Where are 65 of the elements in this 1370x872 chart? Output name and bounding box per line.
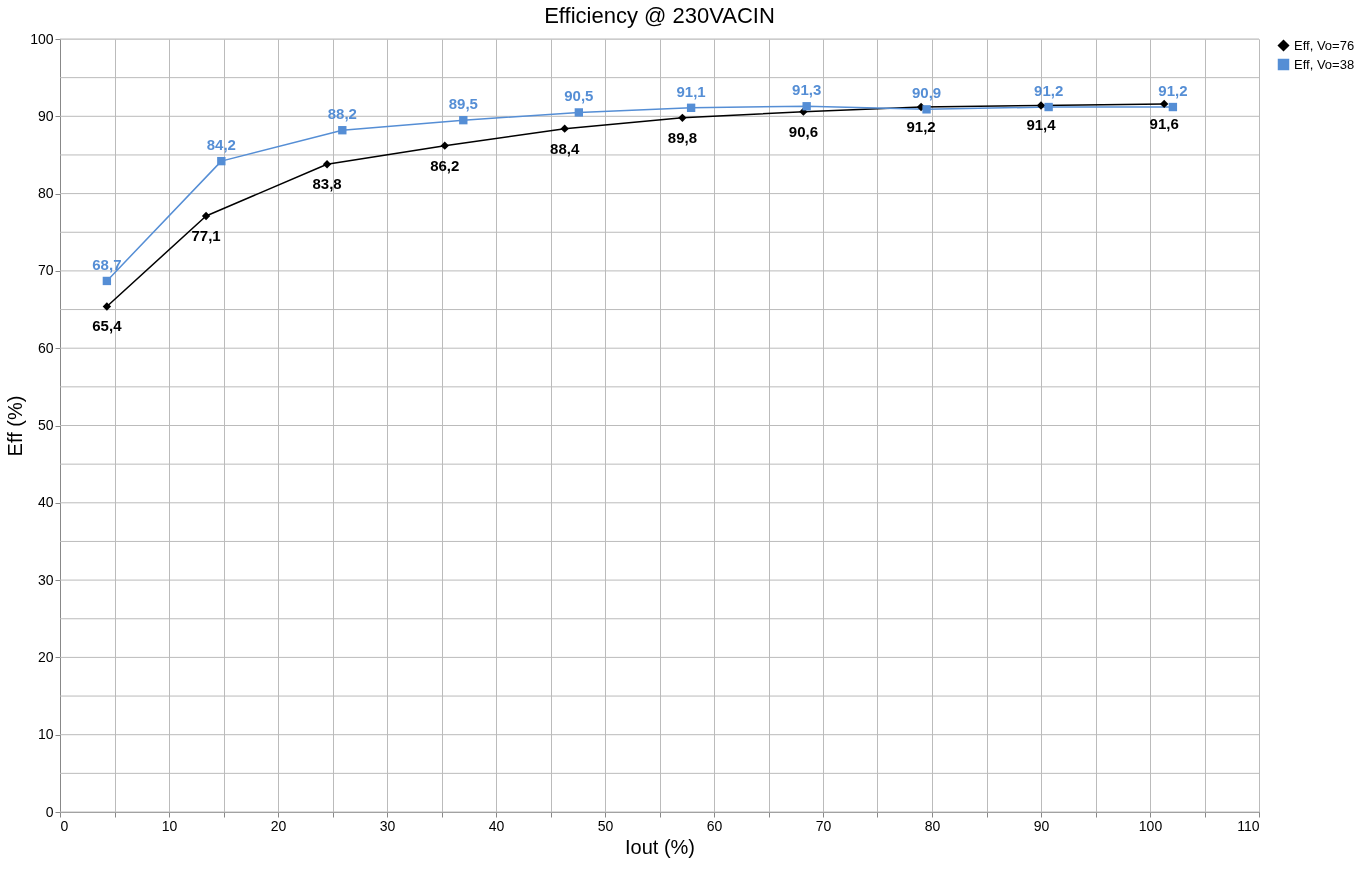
data-label: 91,4 <box>1026 116 1057 134</box>
point <box>802 102 811 111</box>
x-tick-label: 20 <box>270 817 287 834</box>
x-tick-label: 50 <box>597 817 614 834</box>
data-label: 90,9 <box>911 84 942 102</box>
data-label: 91,2 <box>906 118 936 136</box>
point <box>560 124 569 133</box>
point <box>201 211 211 221</box>
x-tick-label: 60 <box>706 817 723 834</box>
y-tick-label: 80 <box>37 185 54 202</box>
data-label: 90,5 <box>564 87 594 105</box>
y-tick-label: 0 <box>45 803 54 820</box>
data-label: 77,1 <box>191 227 221 245</box>
point <box>102 276 112 286</box>
data-label: 90,6 <box>788 122 818 140</box>
x-tick-label: 100 <box>1138 817 1163 834</box>
data-label: 91,6 <box>1149 114 1179 132</box>
point <box>322 160 332 169</box>
x-tick-label: 30 <box>379 817 396 834</box>
y-tick-label: 40 <box>37 494 54 511</box>
x-tick-label: 10 <box>161 817 178 834</box>
point <box>102 302 112 311</box>
y-tick-label: 20 <box>37 648 54 665</box>
data-label: 65,4 <box>92 317 123 335</box>
x-tick-label: 90 <box>1033 817 1050 834</box>
y-tick-label: 100 <box>30 30 54 47</box>
point <box>686 103 696 112</box>
data-label: 88,4 <box>550 139 580 157</box>
point <box>440 141 449 150</box>
data-label: 91,2 <box>1158 82 1188 100</box>
y-tick-label: 30 <box>37 571 54 588</box>
y-tick-label: 70 <box>37 262 54 279</box>
chart-title: Efficiency @ 230VACIN <box>544 3 775 28</box>
data-label: 91,2 <box>1034 82 1064 100</box>
y-tick-label: 50 <box>37 417 54 433</box>
x-tick-label: 40 <box>488 817 505 834</box>
data-label: 68,7 <box>92 255 122 273</box>
point <box>217 156 226 166</box>
point <box>1044 102 1053 112</box>
data-label: 91,3 <box>792 81 822 99</box>
x-tick-label: 0 <box>60 817 69 834</box>
x-tick-label: 110 <box>1237 817 1260 834</box>
data-label: 89,8 <box>667 128 697 146</box>
legend-label: Eff, Vo=38 <box>1294 56 1355 72</box>
data-label: 89,5 <box>448 95 478 113</box>
y-axis-title: Eff (%) <box>4 395 27 457</box>
legend-label: Eff, Vo=76 <box>1294 37 1355 53</box>
data-label: 83,8 <box>312 175 342 193</box>
y-tick-label: 60 <box>37 339 54 356</box>
x-tick-label: 80 <box>924 817 941 834</box>
data-label: 86,2 <box>430 156 460 174</box>
x-tick-label: 70 <box>815 817 832 834</box>
point <box>574 108 584 117</box>
y-tick-label: 10 <box>37 726 54 743</box>
point <box>338 126 347 135</box>
point <box>1159 99 1169 109</box>
point <box>922 105 931 114</box>
data-label: 91,1 <box>676 82 706 100</box>
point <box>459 115 468 125</box>
y-tick-label: 90 <box>37 107 54 124</box>
data-label: 84,2 <box>206 136 236 154</box>
data-label: 88,2 <box>327 105 357 123</box>
point <box>1168 102 1178 112</box>
x-axis-title: Iout (%) <box>624 835 696 858</box>
point <box>678 113 687 123</box>
